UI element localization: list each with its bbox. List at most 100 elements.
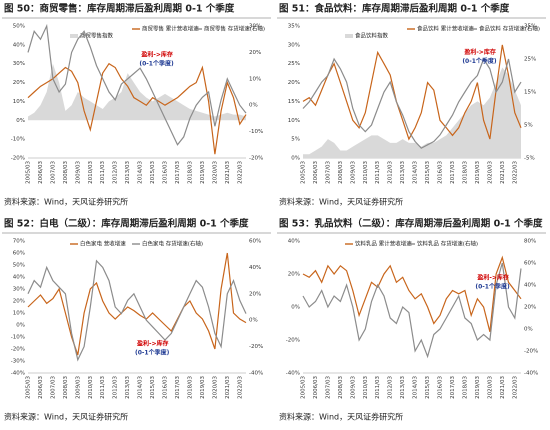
- y-tick-label: -10%: [11, 137, 25, 143]
- y2-tick-label: 40%: [249, 265, 261, 271]
- y2-tick-label: -40%: [249, 371, 263, 377]
- x-tick-label: 2022/03: [512, 376, 518, 399]
- legend-label: 食品饮料指数: [355, 32, 389, 40]
- source-note: 资料来源：Wind，天风证券研究所: [4, 412, 128, 422]
- y2-tick-label: 20%: [524, 305, 536, 311]
- chart-title: 图 50：商贸零售：库存周期滞后盈利周期 0-1 个季度: [4, 3, 235, 15]
- y2-tick-label: 10%: [249, 76, 261, 82]
- chart-title: 图 53：乳品饮料（二级）：库存周期滞后盈利周期 0-1 个季度: [279, 218, 543, 230]
- x-tick-label: 2011/03: [375, 376, 381, 399]
- legend-label: 白色家电 存货增速(右轴): [142, 240, 203, 248]
- source-note: 资料来源：Wind，天风证券研究所: [4, 197, 128, 207]
- y-tick-label: 70%: [13, 239, 25, 245]
- y-tick-label: 35%: [288, 24, 300, 30]
- x-tick-label: 2019/03: [200, 161, 206, 184]
- x-tick-label: 2021/03: [500, 161, 506, 184]
- line: [302, 255, 522, 332]
- x-tick-label: 2015/03: [425, 376, 431, 399]
- x-tick-label: 2014/03: [138, 161, 144, 184]
- x-tick-label: 2009/03: [350, 376, 356, 399]
- y2-tick-label: 30%: [249, 24, 261, 30]
- legend-label: 食品饮料 存货增速(右轴): [479, 25, 540, 33]
- x-tick-label: 2006/03: [38, 161, 44, 184]
- legend-label: 饮料乳品 存货增速(右轴): [417, 240, 478, 248]
- y-tick-label: 20%: [288, 80, 300, 86]
- chart-title: 图 52：白电（二级）：库存周期滞后盈利周期 0-1 个季度: [4, 218, 249, 230]
- y-tick-label: 40%: [13, 42, 25, 48]
- x-tick-label: 2010/03: [363, 161, 369, 184]
- y-tick-label: -30%: [11, 359, 25, 365]
- line: [302, 44, 522, 141]
- x-tick-label: 2008/03: [63, 161, 69, 184]
- y2-tick-label: 25%: [524, 57, 536, 63]
- x-tick-label: 2007/03: [325, 376, 331, 399]
- y2-tick-label: -20%: [249, 156, 263, 162]
- y-tick-label: 30%: [288, 42, 300, 48]
- legend-label: 饮料乳品 累计营收增速: [355, 240, 412, 248]
- x-tick-label: 2009/03: [350, 161, 356, 184]
- x-tick-label: 2013/03: [400, 161, 406, 184]
- x-tick-label: 2011/03: [375, 161, 381, 184]
- y-tick-label: 60%: [13, 251, 25, 257]
- y2-tick-label: -20%: [249, 344, 263, 350]
- y2-tick-label: 0%: [524, 327, 533, 333]
- y-tick-label: 20%: [288, 272, 300, 278]
- chart-panel: 图 51：食品饮料：库存周期滞后盈利周期 0-1 个季度 0% 5% 10% 15% 20…: [277, 3, 546, 207]
- y2-tick-label: -5%: [524, 156, 535, 162]
- x-tick-label: 2018/03: [187, 161, 193, 184]
- y-tick-label: 10%: [288, 118, 300, 124]
- x-tick-label: 2016/03: [438, 161, 444, 184]
- y-tick-label: 10%: [13, 99, 25, 105]
- x-tick-label: 2017/03: [450, 161, 456, 184]
- y2-tick-label: 20%: [249, 50, 261, 56]
- x-tick-label: 2017/03: [450, 376, 456, 399]
- x-tick-label: 2016/03: [163, 376, 169, 399]
- x-tick-label: 2015/03: [150, 376, 156, 399]
- x-tick-label: 2020/03: [487, 161, 493, 184]
- x-tick-label: 2021/03: [225, 376, 231, 399]
- line: [27, 62, 247, 155]
- y-tick-label: 40%: [288, 239, 300, 245]
- x-tick-label: 2019/03: [475, 161, 481, 184]
- legend-swatch: [345, 34, 353, 38]
- y-tick-label: 50%: [13, 263, 25, 269]
- annotation: (0-1个季度): [462, 57, 497, 65]
- x-tick-label: 2017/03: [175, 376, 181, 399]
- x-tick-label: 2010/03: [88, 376, 94, 399]
- x-tick-label: 2015/03: [150, 161, 156, 184]
- y-tick-label: 10%: [13, 311, 25, 317]
- x-tick-label: 2014/03: [413, 376, 419, 399]
- x-tick-label: 2006/03: [313, 376, 319, 399]
- y-tick-label: 20%: [13, 299, 25, 305]
- line: [27, 259, 247, 362]
- annotation: 盈利->库存: [476, 273, 509, 281]
- y2-tick-label: 20%: [249, 291, 261, 297]
- x-tick-label: 2013/03: [125, 376, 131, 399]
- x-tick-label: 2009/03: [75, 376, 81, 399]
- x-tick-label: 2007/03: [325, 161, 331, 184]
- y-tick-label: 25%: [288, 61, 300, 67]
- x-tick-label: 2012/03: [388, 161, 394, 184]
- y-tick-label: 20%: [13, 80, 25, 86]
- y-tick-label: 5%: [291, 137, 300, 143]
- legend-label: 食品饮料 累计营收增速: [417, 25, 474, 33]
- x-tick-label: 2007/03: [50, 161, 56, 184]
- x-tick-label: 2012/03: [113, 161, 119, 184]
- x-tick-label: 2008/03: [63, 376, 69, 399]
- y2-tick-label: 60%: [524, 261, 536, 267]
- source-note: 资料来源：Wind，天风证券研究所: [279, 412, 403, 422]
- legend-label: 商贸零售 累计营收增速: [142, 25, 199, 33]
- x-tick-label: 2011/03: [100, 376, 106, 399]
- y-tick-label: -20%: [286, 338, 300, 344]
- y2-tick-label: 5%: [524, 123, 533, 129]
- x-tick-label: 2007/03: [50, 376, 56, 399]
- x-tick-label: 2015/03: [425, 161, 431, 184]
- chart-title: 图 51：食品饮料：库存周期滞后盈利周期 0-1 个季度: [279, 3, 510, 15]
- y2-tick-label: 80%: [524, 239, 536, 245]
- legend-label: 白色家电 营收增速: [80, 240, 126, 248]
- y-tick-label: 0%: [16, 118, 25, 124]
- y-tick-label: -20%: [11, 156, 25, 162]
- legend-label: 商贸零售指数: [80, 32, 114, 40]
- y-tick-label: 0%: [16, 323, 25, 329]
